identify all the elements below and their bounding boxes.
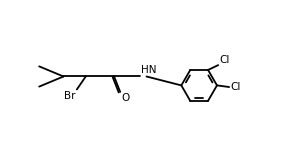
Text: Br: Br bbox=[64, 91, 75, 101]
Text: HN: HN bbox=[141, 65, 157, 75]
Text: Cl: Cl bbox=[230, 82, 240, 92]
Text: Cl: Cl bbox=[219, 55, 229, 65]
Text: O: O bbox=[122, 93, 130, 104]
